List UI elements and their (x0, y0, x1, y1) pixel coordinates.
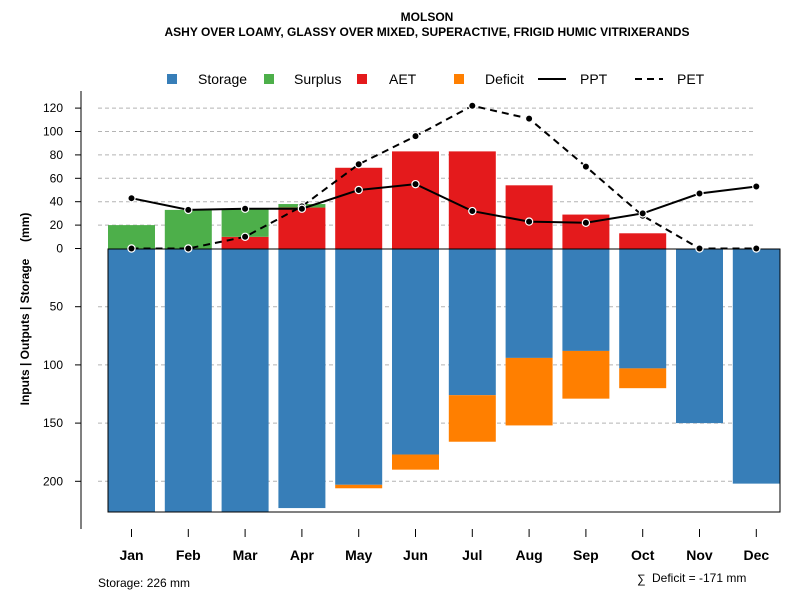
aet-bar-jul (448, 151, 496, 249)
y-tick-label: 200 (43, 474, 63, 488)
storage-bar-sep (562, 248, 610, 351)
storage-bar-may (335, 248, 383, 485)
x-tick-label-jan: Jan (119, 547, 143, 563)
ppt-point-apr (297, 204, 307, 213)
ppt-point-mar (240, 204, 250, 213)
ppt-point-sep (581, 218, 591, 227)
storage-bar-oct (619, 248, 667, 369)
x-tick-label-nov: Nov (686, 547, 713, 563)
pet-point-jul (468, 101, 477, 110)
surplus-bar-jan (108, 225, 155, 249)
pet-point-jan (127, 244, 136, 253)
pet-point-aug (524, 114, 534, 123)
x-tick-label-sep: Sep (573, 547, 599, 563)
legend-label-aet: AET (389, 71, 417, 87)
storage-footnote: Storage: 226 mm (98, 576, 190, 590)
aet-bar-aug (505, 185, 553, 249)
legend-swatch-aet (357, 74, 367, 84)
x-tick-label-mar: Mar (233, 547, 258, 563)
x-tick-label-feb: Feb (176, 547, 201, 563)
pet-point-feb (184, 244, 193, 253)
x-tick-label-may: May (345, 547, 372, 563)
pet-point-sep (581, 162, 591, 171)
deficit-bar-may (335, 484, 383, 489)
sum-symbol: ∑ (637, 572, 646, 586)
y-axis-label: Inputs | Outputs | Storage (mm) (18, 213, 32, 406)
storage-bar-jul (448, 248, 496, 396)
legend-swatch-storage (167, 74, 177, 84)
deficit-footnote: Deficit = -171 mm (652, 571, 746, 585)
y-tick-label: 100 (43, 358, 63, 372)
ppt-point-jun (411, 179, 420, 189)
pet-point-nov (695, 244, 704, 253)
surplus-bar-feb (164, 209, 212, 249)
lower-plot-box (107, 248, 781, 513)
y-tick-label: 100 (43, 125, 63, 139)
surplus-bar-mar (221, 208, 269, 237)
deficit-bar-jul (448, 395, 496, 442)
y-tick-label: 150 (43, 416, 63, 430)
aet-bar-oct (619, 233, 667, 249)
series-lines (127, 101, 761, 253)
y-tick-label: 120 (43, 101, 63, 115)
pet-point-may (354, 160, 363, 169)
ppt-point-oct (638, 209, 647, 218)
ppt-point-aug (524, 217, 534, 226)
y-tick-label: 60 (50, 171, 64, 185)
chart-title: MOLSON (401, 10, 454, 24)
storage-bar-aug (505, 248, 553, 358)
x-tick-label-apr: Apr (290, 547, 315, 563)
storage-bar-feb (164, 248, 212, 512)
ppt-line (131, 183, 757, 224)
x-tick-label-jun: Jun (403, 547, 428, 563)
storage-bar-jun (392, 248, 439, 455)
chart-subtitle: ASHY OVER LOAMY, GLASSY OVER MIXED, SUPE… (165, 25, 690, 39)
ppt-point-nov (695, 189, 704, 198)
storage-bar-dec (732, 248, 780, 484)
ppt-point-may (354, 185, 363, 195)
aet-bar-may (335, 167, 383, 249)
y-tick-label: 40 (50, 195, 64, 209)
legend: Storage Surplus AET Deficit PPT PET (167, 71, 705, 87)
legend-label-deficit: Deficit (485, 71, 524, 87)
x-tick-label-dec: Dec (743, 547, 769, 563)
ppt-point-jan (127, 193, 136, 203)
bars (108, 151, 780, 512)
deficit-bar-aug (505, 357, 553, 426)
y-tick-label: 0 (56, 242, 63, 256)
storage-bar-jan (108, 248, 155, 512)
y-tick-label: 50 (50, 300, 64, 314)
storage-bar-nov (676, 248, 723, 424)
legend-swatch-surplus (264, 74, 274, 84)
x-axis-ticks: Jan Feb Mar Apr May Jun Jul Aug Sep Oct Nov Dec (119, 529, 769, 563)
x-tick-label-aug: Aug (515, 547, 542, 563)
pet-point-mar (240, 232, 250, 241)
legend-label-surplus: Surplus (294, 71, 341, 87)
y-tick-label: 80 (50, 148, 64, 162)
legend-swatch-deficit (454, 74, 464, 84)
pet-point-jun (411, 131, 420, 141)
legend-label-storage: Storage (198, 71, 247, 87)
x-tick-label-oct: Oct (631, 547, 655, 563)
ppt-point-feb (184, 205, 193, 215)
deficit-bar-jun (392, 454, 439, 470)
aet-bar-jun (392, 151, 439, 249)
deficit-bar-sep (562, 350, 610, 399)
y-axis-ticks: 0 20 40 60 80 100 120 50 100 150 200 (43, 101, 81, 488)
pet-point-dec (752, 244, 761, 253)
deficit-bar-oct (619, 368, 667, 389)
y-tick-label: 20 (50, 218, 64, 232)
aet-bar-mar (221, 236, 269, 249)
ppt-point-jul (468, 206, 477, 216)
storage-bar-apr (278, 248, 326, 509)
legend-label-pet: PET (677, 71, 705, 87)
legend-label-ppt: PPT (580, 71, 608, 87)
x-tick-label-jul: Jul (462, 547, 482, 563)
ppt-point-dec (752, 182, 761, 191)
aet-bar-apr (278, 207, 326, 249)
storage-bar-mar (221, 248, 269, 512)
